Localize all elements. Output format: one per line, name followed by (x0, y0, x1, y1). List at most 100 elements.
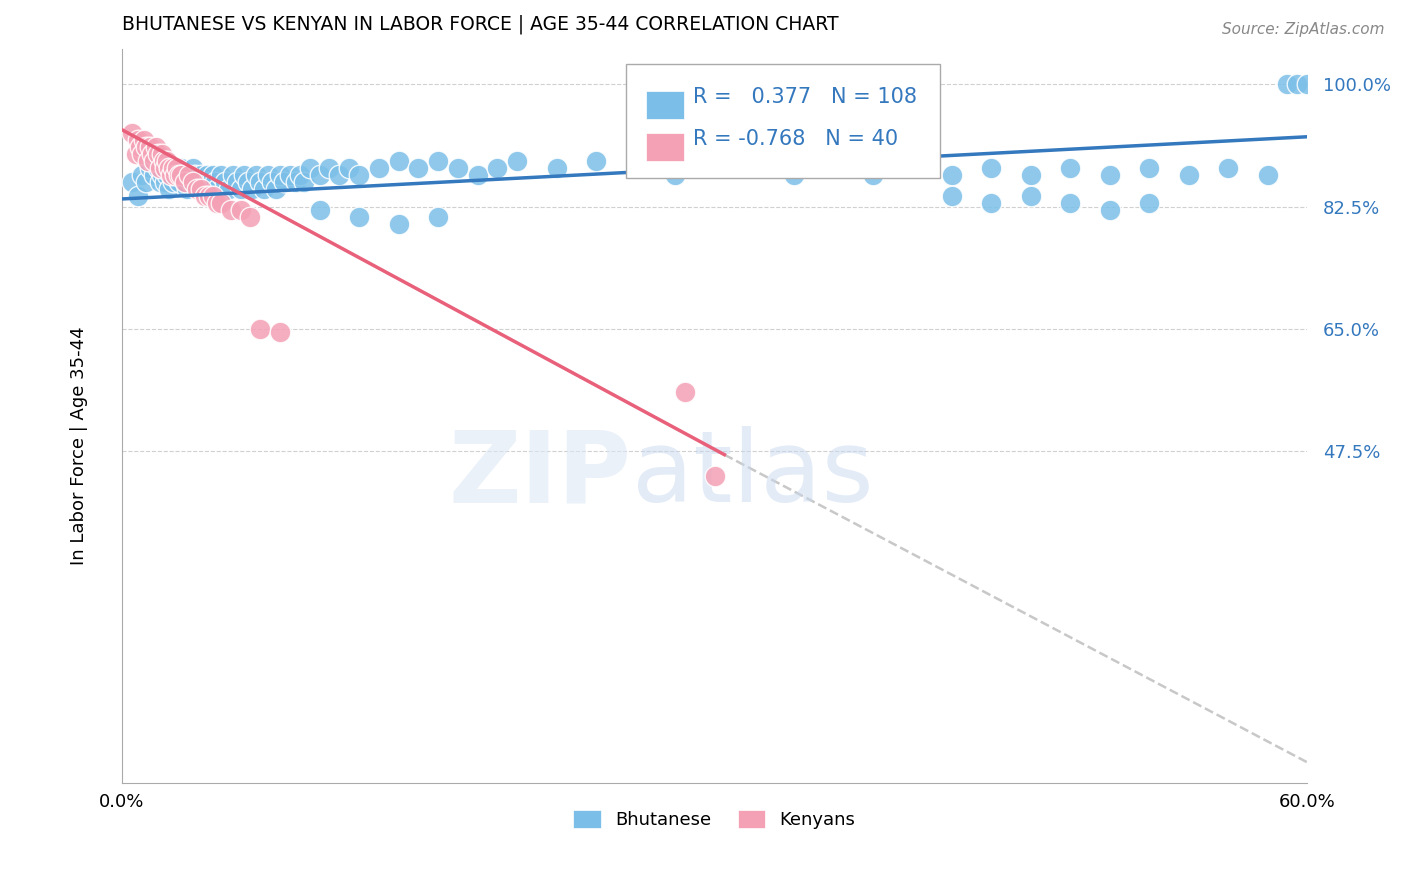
Point (209, 168, 232, 182)
Point (506, 154, 529, 169)
Point (1277, 78, 1299, 92)
Point (128, 140, 150, 154)
Point (194, 182, 217, 196)
Point (941, 189, 963, 203)
Point (238, 175, 260, 189)
Point (165, 168, 187, 182)
Point (288, 168, 311, 182)
Point (121, 175, 143, 189)
Point (328, 168, 350, 182)
Point (198, 175, 221, 189)
Point (145, 147, 167, 161)
Point (427, 154, 450, 169)
Point (308, 168, 330, 182)
Point (980, 196, 1002, 211)
Point (150, 154, 173, 169)
Point (257, 168, 280, 182)
Point (387, 217, 409, 231)
Point (1059, 161, 1081, 176)
Point (170, 168, 193, 182)
Point (664, 168, 686, 182)
Point (156, 154, 179, 169)
Point (427, 210, 450, 224)
Point (201, 168, 224, 182)
Point (180, 175, 202, 189)
Point (186, 182, 208, 196)
Point (150, 147, 173, 161)
Point (337, 161, 360, 176)
Point (141, 154, 163, 169)
Legend: Bhutanese, Kenyans: Bhutanese, Kenyans (567, 803, 863, 837)
Point (269, 168, 291, 182)
Point (132, 133, 155, 147)
Point (742, 161, 765, 176)
Point (142, 168, 165, 182)
Text: R =   0.377   N = 108: R = 0.377 N = 108 (693, 87, 917, 107)
Point (169, 175, 191, 189)
Point (138, 161, 160, 176)
Point (160, 161, 183, 176)
Point (821, 161, 844, 176)
Point (166, 168, 188, 182)
Point (1098, 203, 1121, 218)
Point (1019, 189, 1042, 203)
Point (174, 175, 197, 189)
Point (1296, 78, 1319, 92)
FancyBboxPatch shape (626, 64, 939, 178)
Point (367, 161, 389, 176)
Point (229, 203, 252, 218)
Point (284, 175, 307, 189)
Point (135, 140, 157, 154)
Point (347, 168, 370, 182)
Point (253, 182, 276, 196)
Point (156, 168, 179, 182)
Point (184, 168, 207, 182)
Point (148, 175, 170, 189)
Point (148, 161, 170, 176)
Point (214, 175, 236, 189)
Point (242, 182, 264, 196)
Point (318, 161, 340, 176)
Point (1286, 78, 1309, 92)
Point (941, 168, 963, 182)
Point (162, 175, 184, 189)
Point (273, 175, 295, 189)
Point (264, 182, 287, 196)
Point (624, 161, 647, 176)
Point (160, 168, 183, 182)
Point (1216, 161, 1239, 176)
Point (249, 322, 271, 336)
Point (172, 168, 194, 182)
Point (782, 168, 804, 182)
Text: BHUTANESE VS KENYAN IN LABOR FORCE | AGE 35-44 CORRELATION CHART: BHUTANESE VS KENYAN IN LABOR FORCE | AGE… (122, 15, 838, 35)
Point (205, 196, 228, 211)
Point (162, 161, 184, 176)
Point (1177, 168, 1199, 182)
Point (131, 168, 153, 182)
Point (155, 161, 177, 176)
Point (145, 140, 167, 154)
Point (166, 161, 188, 176)
Point (159, 182, 181, 196)
Point (486, 161, 509, 176)
Point (262, 175, 284, 189)
Point (703, 161, 725, 176)
Point (155, 175, 177, 189)
Point (673, 384, 696, 399)
Text: R = -0.768   N = 40: R = -0.768 N = 40 (693, 129, 898, 149)
Point (219, 203, 242, 218)
Text: atlas: atlas (631, 426, 873, 524)
Point (209, 196, 232, 211)
Point (1137, 161, 1160, 176)
Point (190, 182, 212, 196)
Point (239, 210, 262, 224)
Point (980, 161, 1002, 176)
Point (221, 168, 243, 182)
Point (150, 168, 173, 182)
Point (136, 154, 159, 169)
Point (245, 168, 267, 182)
Text: In Labor Force | Age 35-44: In Labor Force | Age 35-44 (70, 326, 89, 566)
FancyBboxPatch shape (645, 133, 683, 161)
Point (278, 168, 301, 182)
Point (447, 161, 470, 176)
